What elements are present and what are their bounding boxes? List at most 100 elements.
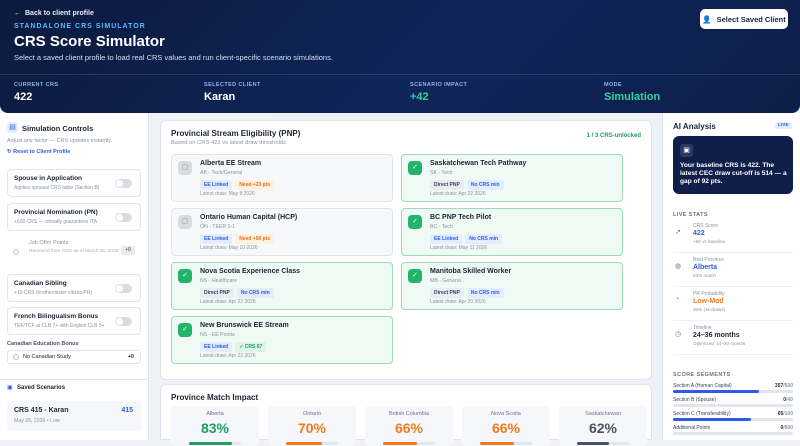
match-bar xyxy=(480,442,532,445)
pnp-card[interactable]: ✓ BC PNP Tech Pilot BC - Tech EE Linked No C… xyxy=(401,208,623,256)
tag: ✓ CRS 67 xyxy=(235,342,267,352)
check-circle-icon: ✓ xyxy=(178,323,192,337)
pnp-eligibility-panel: Provincial Stream Eligibility (PNP) Base… xyxy=(160,120,652,380)
stat-label: PR Probability xyxy=(693,291,725,297)
spouse-toggle[interactable] xyxy=(115,179,132,188)
scenario-meta: May 28, 2026 • Low xyxy=(14,418,60,424)
control-title: Job Offer Points xyxy=(29,240,69,246)
segment-score: 0 xyxy=(780,425,784,431)
ai-analysis-panel: AI Analysis LIVE ▣ Your baseline CRS is … xyxy=(662,113,800,440)
reset-label: Reset to Client Profile xyxy=(13,149,71,155)
saved-scenario-item[interactable]: CRS 415 - Karan May 28, 2026 • Low 415 xyxy=(7,401,141,431)
province-match-box: Nova Scotia 66% xyxy=(462,406,550,446)
control-title: Provincial Nomination (PN) xyxy=(14,209,98,216)
stat-scenario-impact: SCENARIO IMPACT +42 xyxy=(410,82,467,103)
ai-insight-text: Your baseline CRS is 422. The latest CEC… xyxy=(680,162,787,185)
pnp-card[interactable]: ▢ Alberta EE Stream AB - Tech/General EE Li… xyxy=(171,154,393,202)
stat-note: 30% (1k-draws) xyxy=(693,307,726,312)
reset-link[interactable]: ↻ Reset to Client Profile xyxy=(7,149,70,155)
stat-value: 422 xyxy=(693,230,705,237)
card-name: Alberta EE Stream xyxy=(200,160,262,167)
segment-bar xyxy=(673,432,793,435)
job-offer-badge: +0 xyxy=(121,246,135,255)
control-desc: TEF/TCF at CLB 7+ with English CLB 5+ xyxy=(14,323,105,329)
segment-max: /40 xyxy=(786,397,793,403)
card-name: Ontario Human Capital (HCP) xyxy=(200,214,298,221)
score-segment: Section C (Transferability) 65/100 xyxy=(673,411,793,423)
section-subtitle: Based on CRS 422 vs latest draw threshol… xyxy=(171,140,287,146)
match-bar-fill xyxy=(383,442,418,445)
card-draw-date: Latest draw: Apr 22 2026 xyxy=(200,299,256,305)
check-circle-icon: ✓ xyxy=(408,269,422,283)
control-desc: Applies spousal CRS table (Section B) xyxy=(14,185,100,191)
control-spouse: Spouse in Application Applies spousal CR… xyxy=(7,169,141,197)
control-job-offer: Job Offer Points Removed from CRS as of … xyxy=(7,240,141,264)
education-option-value: +0 xyxy=(127,354,134,360)
segment-bar-fill xyxy=(673,390,759,393)
french-toggle[interactable] xyxy=(115,317,132,326)
job-offer-radio[interactable] xyxy=(13,249,19,255)
live-badge: LIVE xyxy=(775,122,792,129)
pnp-card[interactable]: ▢ Ontario Human Capital (HCP) ON - TEER 0-… xyxy=(171,208,393,256)
card-province: ON - TEER 0-1 xyxy=(200,224,236,230)
live-stat: ◔ PR Probability Low-Mod 30% (1k-draws) xyxy=(673,289,793,321)
globe-icon: ◍ xyxy=(675,263,682,270)
segment-bar xyxy=(673,418,793,421)
live-stat: ↗ CRS Score 422 +66 vs baseline xyxy=(673,221,793,253)
tag: Need +23 pts xyxy=(235,180,275,190)
stat-current-crs: CURRENT CRS 422 xyxy=(14,82,58,103)
stat-note: +66 vs baseline xyxy=(693,239,726,244)
card-draw-date: Latest draw: Apr 22 2026 xyxy=(200,353,256,359)
card-province: MB - General xyxy=(430,278,461,284)
education-option[interactable]: No Canadian Study +0 xyxy=(7,350,141,364)
live-stat: ◍ Best Province Alberta 83% match xyxy=(673,255,793,287)
segment-bar xyxy=(673,390,793,393)
briefcase-icon: ▣ xyxy=(680,144,693,157)
match-bar xyxy=(286,442,338,445)
panel-subtitle: Adjust any factor — CRS updates instantl… xyxy=(7,138,113,144)
refresh-icon: ↻ xyxy=(7,149,14,155)
card-tags: Direct PNP No CRS min xyxy=(430,180,504,190)
pnp-card[interactable]: ✓ New Brunswick EE Stream NS - EE Points EE… xyxy=(171,316,393,364)
stat-mode: MODE Simulation xyxy=(604,82,660,103)
control-canadian-sibling: Canadian Sibling +15 CRS (brother/sister… xyxy=(7,274,141,302)
back-link[interactable]: ← Back to client profile xyxy=(14,10,94,17)
stat-value: Alberta xyxy=(693,264,718,271)
segment-value: 357/500 xyxy=(775,383,793,389)
saved-scenarios-header: ▣ Saved Scenarios xyxy=(0,379,149,395)
gauge-icon: ◔ xyxy=(675,296,680,303)
card-name: New Brunswick EE Stream xyxy=(200,322,289,329)
control-french-bonus: French Bilingualism Bonus TEF/TCF at CLB… xyxy=(7,307,141,335)
province-name: Alberta xyxy=(206,411,224,417)
pnp-card[interactable]: ✓ Manitoba Skilled Worker MB - General Dire… xyxy=(401,262,623,310)
card-name: Saskatchewan Tech Pathway xyxy=(430,160,527,167)
stat-label: CURRENT CRS xyxy=(14,82,59,88)
segment-value: 0/40 xyxy=(783,397,793,403)
match-bar xyxy=(189,442,241,445)
page-title: CRS Score Simulator xyxy=(14,33,165,50)
card-tags: EE Linked ✓ CRS 67 xyxy=(200,342,267,352)
tag: Direct PNP xyxy=(200,288,234,298)
unlocked-count: 1 / 3 CRS-unlocked xyxy=(586,133,641,139)
stat-label: Best Province xyxy=(693,257,724,263)
lock-icon: ▢ xyxy=(178,161,192,175)
pnp-card[interactable]: ✓ Nova Scotia Experience Class NS - Health… xyxy=(171,262,393,310)
sibling-toggle[interactable] xyxy=(115,284,132,293)
province-match-value: 83% xyxy=(200,420,230,436)
select-saved-client-button[interactable]: 👤 Select Saved Client xyxy=(700,9,788,29)
province-name: British Columbia xyxy=(388,411,430,417)
segment-value: 0/600 xyxy=(780,425,793,431)
control-desc: +15 CRS (brother/sister citizen/PR) xyxy=(14,290,93,296)
tag: No CRS min xyxy=(236,288,274,298)
tag: Need +56 pts xyxy=(235,234,275,244)
simulation-controls-panel: ▤ Simulation Controls Adjust any factor … xyxy=(0,113,149,440)
pn-toggle[interactable] xyxy=(115,213,132,222)
card-tags: Direct PNP No CRS min xyxy=(200,288,274,298)
user-add-icon: 👤 xyxy=(702,14,712,24)
stat-value: +42 xyxy=(410,91,429,103)
stat-value: Simulation xyxy=(604,91,661,103)
tag: EE Linked xyxy=(200,234,233,244)
segment-max: /600 xyxy=(783,425,793,431)
pnp-card[interactable]: ✓ Saskatchewan Tech Pathway SK - Tech Direc… xyxy=(401,154,623,202)
check-circle-icon: ✓ xyxy=(408,215,422,229)
